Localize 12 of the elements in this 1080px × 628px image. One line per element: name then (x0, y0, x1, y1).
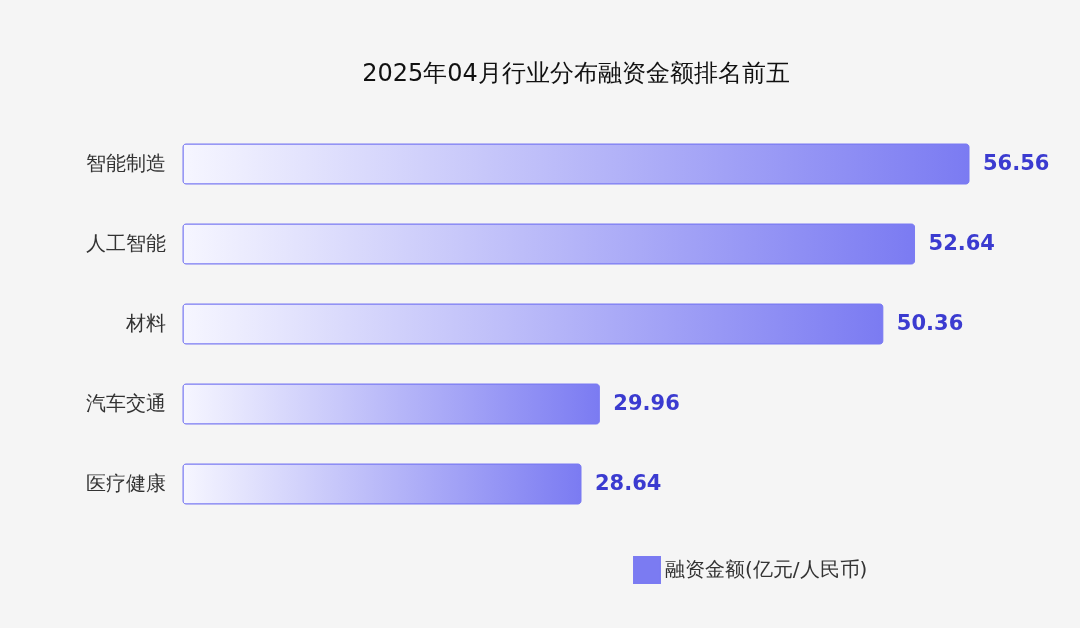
y-tick-label: 人工智能 (85, 231, 166, 255)
y-tick-label: 智能制造 (85, 151, 166, 175)
data-label: 52.64 (928, 231, 995, 255)
data-label: 50.36 (896, 311, 964, 335)
data-label: 56.56 (983, 151, 1050, 175)
data-label: 29.96 (613, 391, 680, 415)
y-tick-label: 材料 (124, 311, 166, 335)
y-tick-label: 医疗健康 (85, 471, 166, 495)
chart-title: 2025年04月行业分布融资金额排名前五 (362, 59, 790, 87)
y-tick-label: 汽车交通 (85, 391, 166, 415)
legend-label: 融资金额(亿元/人民币) (665, 557, 868, 581)
data-label: 28.64 (595, 471, 662, 495)
